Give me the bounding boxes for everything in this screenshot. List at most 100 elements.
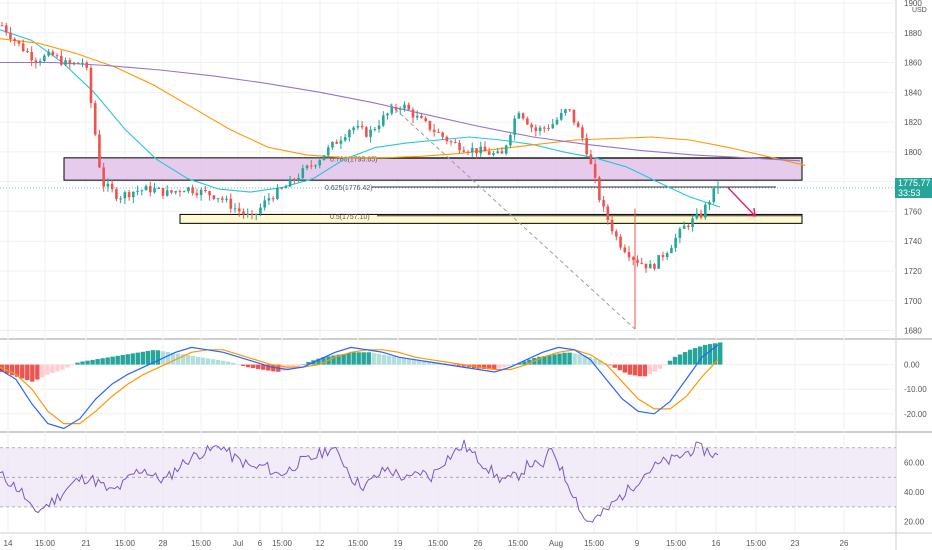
candle-body [178,191,182,193]
candle-body [119,198,122,200]
candle-body [699,213,703,218]
candle-body [0,25,4,27]
price-axis[interactable]: 1680170017201740176017801800182018401860… [904,0,927,527]
macd-histogram-bar [718,342,723,365]
candle-body [712,188,716,203]
projection-arrow-head [746,207,756,217]
candle-body [191,187,194,194]
x-tick-label: 15:00 [428,539,449,548]
currency-unit-label: USD [912,7,927,14]
candle-body [454,141,457,143]
macd-histogram-bar [482,364,487,369]
candle-body [708,202,711,205]
candle-body [43,55,46,62]
candle-body [233,208,237,210]
candle-body [538,127,542,132]
macd-histogram-bar [251,364,256,369]
candle-body [665,253,669,258]
macd-histogram-bar [145,350,151,365]
rsi-line [0,439,719,523]
macd-signal-line [0,349,719,425]
candle-body [462,150,466,152]
x-tick-label: 19 [394,539,403,548]
macd-histogram-bar [80,361,85,365]
x-tick-label: 15:00 [348,539,369,548]
price-tick-label: 1900 [904,0,922,8]
price-tick-label: 1800 [904,148,922,157]
macd-histogram-bar [296,364,301,367]
price-tick-label: 1840 [904,88,922,97]
macd-histogram-bar [712,343,718,365]
candle-body [394,107,398,110]
candle-body [51,51,55,56]
candle-body [661,255,665,258]
candle-body [619,236,622,248]
price-pane[interactable]: 0.786(1795.65) 0.625(1776.42) 0.5(1757.10) [0,21,896,330]
macd-histogram-bar [657,364,663,369]
x-tick-label: 14 [4,539,13,548]
rsi-pane[interactable] [0,439,896,523]
x-tick-label: Jul [233,539,243,548]
macd-histogram-bar [582,355,587,365]
macd-histogram-bar [502,364,507,368]
candle-body [170,190,173,193]
candle-body [386,113,389,116]
candle-body [530,124,533,128]
candle-body [72,62,76,65]
macd-histogram-bar [5,364,10,374]
candle-body [229,198,233,209]
macd-histogram-bar [557,353,562,365]
support-zone [179,213,803,224]
candle-body [199,189,203,196]
candle-body [458,142,461,151]
macd-histogram-bar [346,353,351,365]
candle-body [657,255,660,269]
price-tick-label: 1860 [904,59,922,68]
macd-histogram-bar [507,364,512,367]
macd-histogram-bar [185,355,191,365]
macd-histogram-bar [140,351,145,365]
candle-body [153,188,156,193]
time-axis[interactable]: 14 15:00 21 15:00 28 15:00 Jul 6 15:00 12 15:00 19 1… [4,539,849,548]
macd-histogram-bar [446,363,452,365]
macd-pane[interactable] [0,342,723,430]
candle-body [670,247,673,254]
candle-body [305,165,309,169]
candle-body [360,125,364,128]
candle-body [267,198,271,201]
macd-histogram-bar [652,364,658,372]
candle-body [60,55,63,65]
macd-histogram-bar [135,352,140,365]
candle-body [428,120,432,130]
macd-histogram-bar [567,352,572,365]
price-tick-label: 1820 [904,118,922,127]
candle-body [352,127,355,131]
macd-tick-label: -10.00 [904,385,927,394]
candle-body [221,198,224,200]
candle-body [432,129,436,132]
macd-histogram-bar [60,364,65,370]
candle-body [674,237,677,248]
candle-body [572,109,576,123]
candle-body [377,125,381,130]
candle-body [85,62,89,68]
candle-body [21,43,25,52]
candle-body [335,141,338,144]
macd-histogram-bar [281,364,286,371]
macd-histogram-bar [356,352,361,365]
macd-histogram-bar [336,354,341,365]
x-tick-label: 23 [791,539,800,548]
candle-body [407,104,411,110]
candle-body [98,134,101,168]
macd-histogram-bar [572,353,577,365]
candle-body [644,263,648,269]
macd-histogram-bar [622,364,628,373]
price-tick-label: 1720 [904,267,922,276]
candle-body [640,262,644,264]
candle-body [187,187,190,192]
candle-body [132,191,135,198]
macd-histogram-bar [50,364,55,374]
candle-body [403,104,406,109]
macd-histogram-bar [552,354,557,365]
